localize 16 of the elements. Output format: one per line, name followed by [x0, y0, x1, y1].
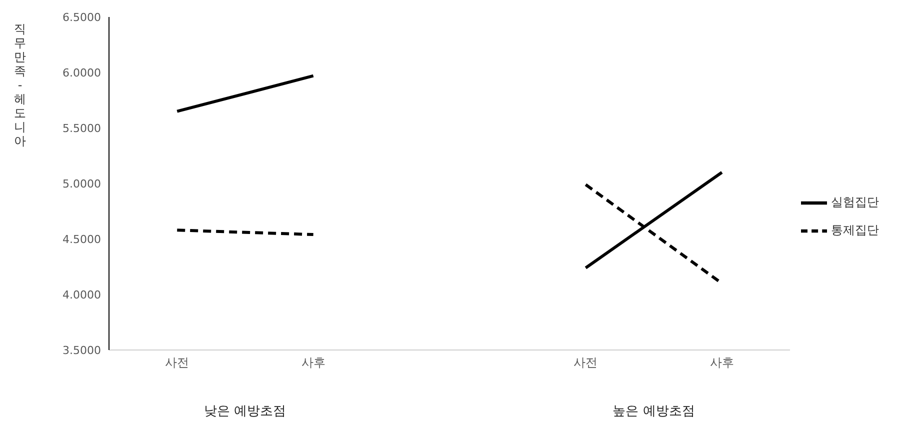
y-tick-label: 5.5000	[62, 122, 101, 135]
y-tick-label: 6.5000	[62, 10, 101, 24]
x-tick-label: 사전	[574, 356, 598, 370]
text: 직무만족-헤도니아	[14, 22, 26, 148]
legend-label: 통제집단	[831, 223, 879, 237]
text: 높은 예방초점	[612, 403, 696, 420]
text: 낮은 예방초점	[203, 403, 288, 420]
y-tick-label: 6.0000	[62, 66, 101, 80]
y-tick-label: 4.0000	[62, 288, 101, 302]
y-tick-label: 4.5000	[62, 232, 101, 246]
y-tick-label: 5.0000	[62, 177, 101, 190]
x-tick-label: 사전	[165, 356, 190, 370]
x-tick-label: 사후	[301, 356, 326, 370]
legend-label: 실험집단	[831, 195, 879, 209]
x-tick-label: 사후	[710, 356, 734, 370]
y-tick-label: 3.5000	[62, 344, 101, 357]
